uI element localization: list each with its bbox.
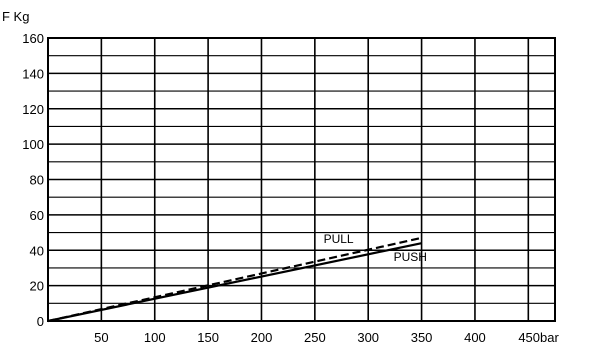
series-label-push: PUSH [394, 250, 427, 264]
y-tick-label: 100 [22, 137, 44, 152]
y-tick-label: 0 [37, 314, 44, 329]
y-tick-label: 160 [22, 31, 44, 46]
y-tick-label: 120 [22, 102, 44, 117]
x-tick-label: 350 [411, 330, 433, 345]
y-tick-label: 140 [22, 66, 44, 81]
x-tick-label: 150 [197, 330, 219, 345]
series-lines [47, 236, 422, 323]
y-tick-label: 60 [30, 208, 44, 223]
grid [48, 37, 555, 322]
x-tick-label: 450bar [518, 330, 559, 345]
y-tick-label: 80 [30, 173, 44, 188]
series-line-push [47, 242, 422, 323]
x-tick-label: 200 [251, 330, 273, 345]
x-tick-label: 300 [357, 330, 379, 345]
y-tick-labels: 0 20 40 60 80 100 120 140 160 [22, 31, 44, 329]
y-axis-label: F Kg [2, 9, 29, 24]
x-tick-label: 100 [144, 330, 166, 345]
series-labels: PULL PUSH [324, 232, 427, 264]
x-tick-label: 250 [304, 330, 326, 345]
x-tick-label: 50 [94, 330, 108, 345]
x-tick-label: 400 [464, 330, 486, 345]
plot-frame [47, 37, 556, 322]
series-label-pull: PULL [324, 232, 354, 246]
x-tick-labels: 50 100 150 200 250 300 350 400 450bar [94, 330, 559, 345]
y-tick-label: 40 [30, 243, 44, 258]
y-tick-label: 20 [30, 279, 44, 294]
